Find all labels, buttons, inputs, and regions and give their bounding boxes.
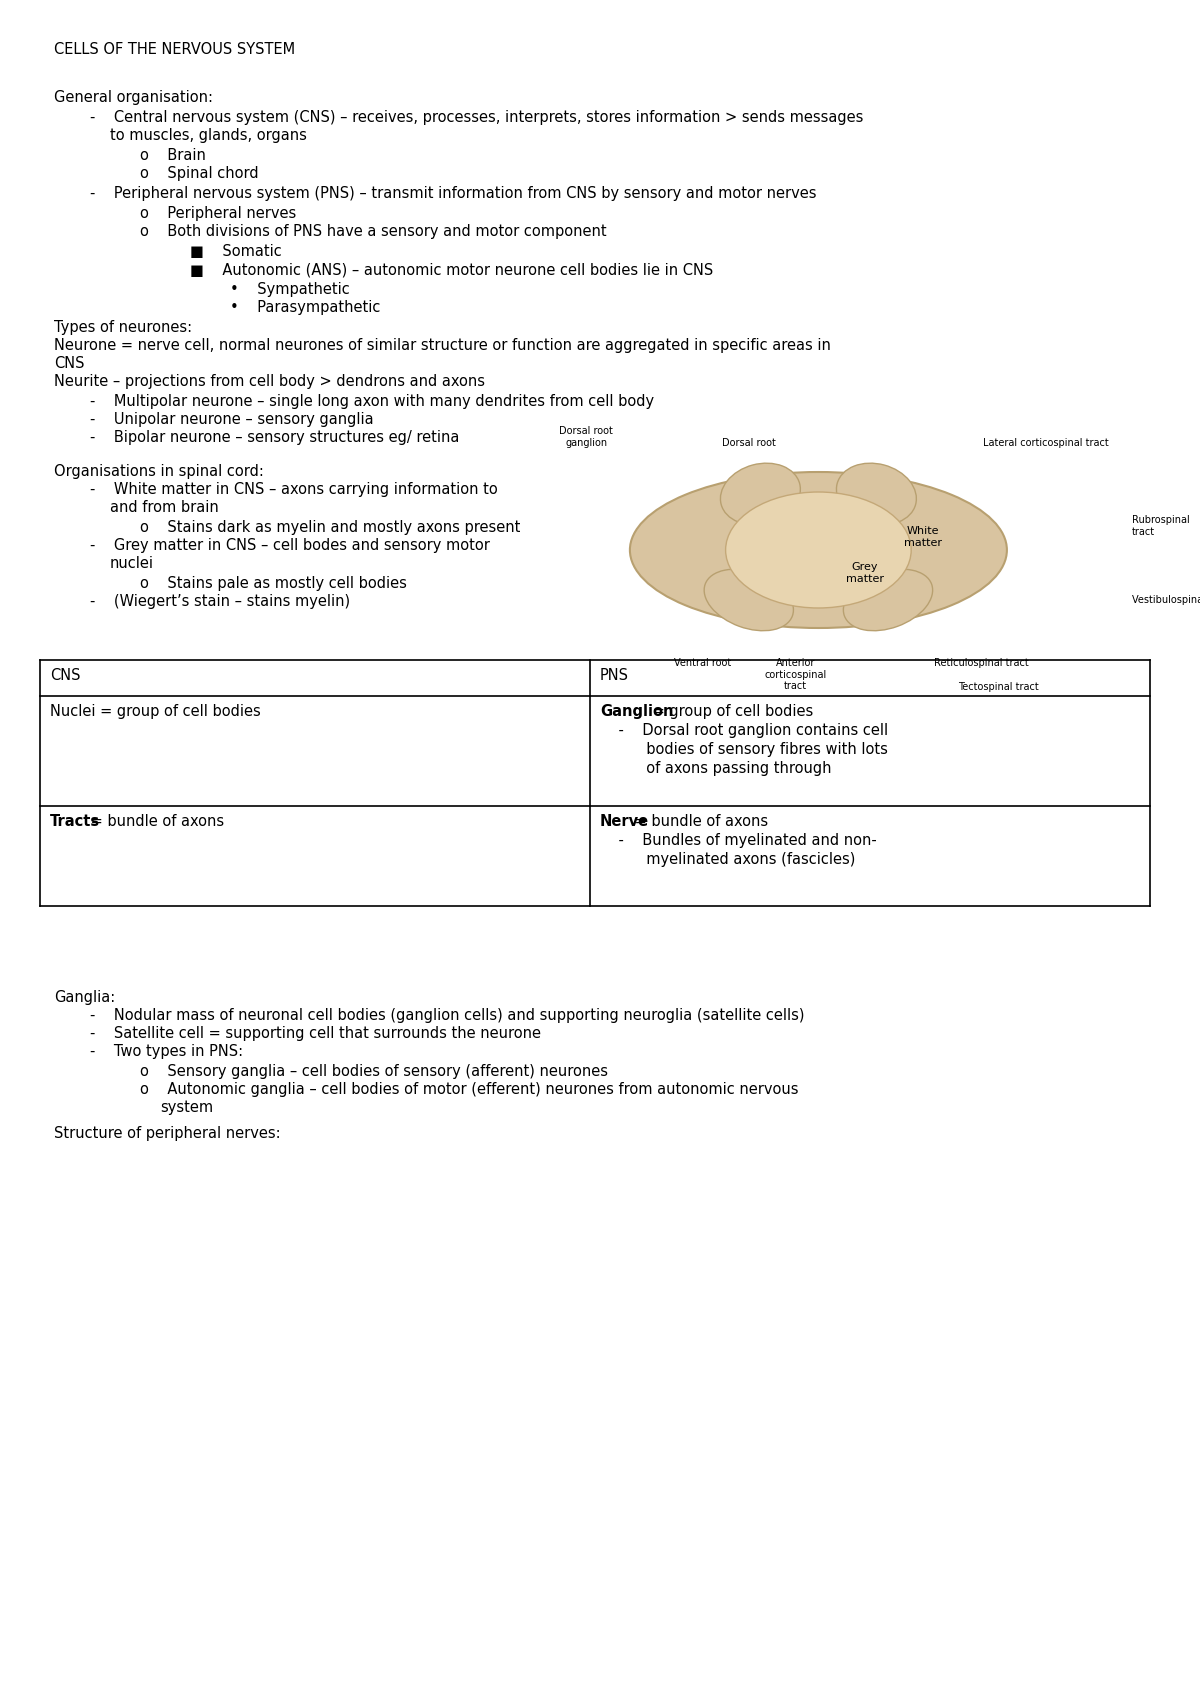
Text: bodies of sensory fibres with lots: bodies of sensory fibres with lots [600,742,888,757]
Text: General organisation:: General organisation: [54,90,214,105]
Text: system: system [160,1100,214,1116]
Text: Dorsal root
ganglion: Dorsal root ganglion [559,426,613,448]
Text: CNS: CNS [50,667,80,683]
Text: o    Both divisions of PNS have a sensory and motor component: o Both divisions of PNS have a sensory a… [140,224,607,239]
Text: Nuclei = group of cell bodies: Nuclei = group of cell bodies [50,705,260,718]
Text: •    Sympathetic: • Sympathetic [230,282,349,297]
Text: CELLS OF THE NERVOUS SYSTEM: CELLS OF THE NERVOUS SYSTEM [54,42,295,58]
Ellipse shape [844,569,932,630]
Text: -    (Wiegert’s stain – stains myelin): - (Wiegert’s stain – stains myelin) [90,594,350,610]
Text: -    Two types in PNS:: - Two types in PNS: [90,1044,244,1060]
Text: Neurite – projections from cell body > dendrons and axons: Neurite – projections from cell body > d… [54,374,485,389]
Text: •    Parasympathetic: • Parasympathetic [230,301,380,316]
Text: -    Central nervous system (CNS) – receives, processes, interprets, stores info: - Central nervous system (CNS) – receive… [90,110,863,126]
Text: CNS: CNS [54,357,84,370]
Text: Organisations in spinal cord:: Organisations in spinal cord: [54,464,264,479]
Text: Grey
matter: Grey matter [846,562,883,584]
Ellipse shape [836,464,917,525]
Text: Vestibulospinal tract: Vestibulospinal tract [1132,594,1200,604]
Text: Lateral corticospinal tract: Lateral corticospinal tract [983,438,1109,448]
Text: -    Grey matter in CNS – cell bodes and sensory motor: - Grey matter in CNS – cell bodes and se… [90,538,490,554]
Text: Reticulospinal tract: Reticulospinal tract [935,659,1030,667]
Text: o    Brain: o Brain [140,148,206,163]
Ellipse shape [630,472,1007,628]
Text: -    Bundles of myelinated and non-: - Bundles of myelinated and non- [600,834,877,847]
Text: Ganglia:: Ganglia: [54,990,115,1005]
Text: and from brain: and from brain [110,499,218,514]
Text: Rubrospinal
tract: Rubrospinal tract [1132,514,1189,537]
Text: of axons passing through: of axons passing through [600,761,832,776]
Ellipse shape [726,492,911,608]
Text: Ventral root: Ventral root [673,659,731,667]
Text: Tracts: Tracts [50,813,100,829]
Text: o    Stains dark as myelin and mostly axons present: o Stains dark as myelin and mostly axons… [140,520,521,535]
Text: Nerve: Nerve [600,813,649,829]
Text: -    Satellite cell = supporting cell that surrounds the neurone: - Satellite cell = supporting cell that … [90,1026,541,1041]
Text: o    Peripheral nerves: o Peripheral nerves [140,205,296,221]
Text: = bundle of axons: = bundle of axons [630,813,768,829]
Text: Ganglion: Ganglion [600,705,673,718]
Text: -    White matter in CNS – axons carrying information to: - White matter in CNS – axons carrying i… [90,482,498,498]
Text: o    Stains pale as mostly cell bodies: o Stains pale as mostly cell bodies [140,576,407,591]
Text: nuclei: nuclei [110,555,154,571]
Text: White
matter: White matter [904,526,942,547]
Text: Dorsal root: Dorsal root [722,438,775,448]
Text: Tectospinal tract: Tectospinal tract [958,683,1038,693]
Text: = group of cell bodies: = group of cell bodies [648,705,814,718]
Text: to muscles, glands, organs: to muscles, glands, organs [110,127,307,143]
Ellipse shape [704,569,793,630]
Text: o    Spinal chord: o Spinal chord [140,166,259,182]
Text: -    Nodular mass of neuronal cell bodies (ganglion cells) and supporting neurog: - Nodular mass of neuronal cell bodies (… [90,1009,804,1022]
Ellipse shape [720,464,800,525]
Text: Neurone = nerve cell, normal neurones of similar structure or function are aggre: Neurone = nerve cell, normal neurones of… [54,338,830,353]
Text: ■    Autonomic (ANS) – autonomic motor neurone cell bodies lie in CNS: ■ Autonomic (ANS) – autonomic motor neur… [190,261,713,277]
Text: -    Dorsal root ganglion contains cell: - Dorsal root ganglion contains cell [600,723,888,739]
Text: ■    Somatic: ■ Somatic [190,245,282,260]
Text: Structure of peripheral nerves:: Structure of peripheral nerves: [54,1126,281,1141]
Text: -    Unipolar neurone – sensory ganglia: - Unipolar neurone – sensory ganglia [90,413,373,426]
Text: myelinated axons (fascicles): myelinated axons (fascicles) [600,852,856,868]
Text: PNS: PNS [600,667,629,683]
Text: o    Sensory ganglia – cell bodies of sensory (afferent) neurones: o Sensory ganglia – cell bodies of senso… [140,1065,608,1078]
Text: -    Bipolar neurone – sensory structures eg/ retina: - Bipolar neurone – sensory structures e… [90,430,460,445]
Text: Types of neurones:: Types of neurones: [54,319,192,335]
Text: Anterior
corticospinal
tract: Anterior corticospinal tract [764,659,827,691]
Text: = bundle of axons: = bundle of axons [86,813,224,829]
Text: -    Peripheral nervous system (PNS) – transmit information from CNS by sensory : - Peripheral nervous system (PNS) – tran… [90,187,816,200]
Text: -    Multipolar neurone – single long axon with many dendrites from cell body: - Multipolar neurone – single long axon … [90,394,654,409]
Text: o    Autonomic ganglia – cell bodies of motor (efferent) neurones from autonomic: o Autonomic ganglia – cell bodies of mot… [140,1082,798,1097]
